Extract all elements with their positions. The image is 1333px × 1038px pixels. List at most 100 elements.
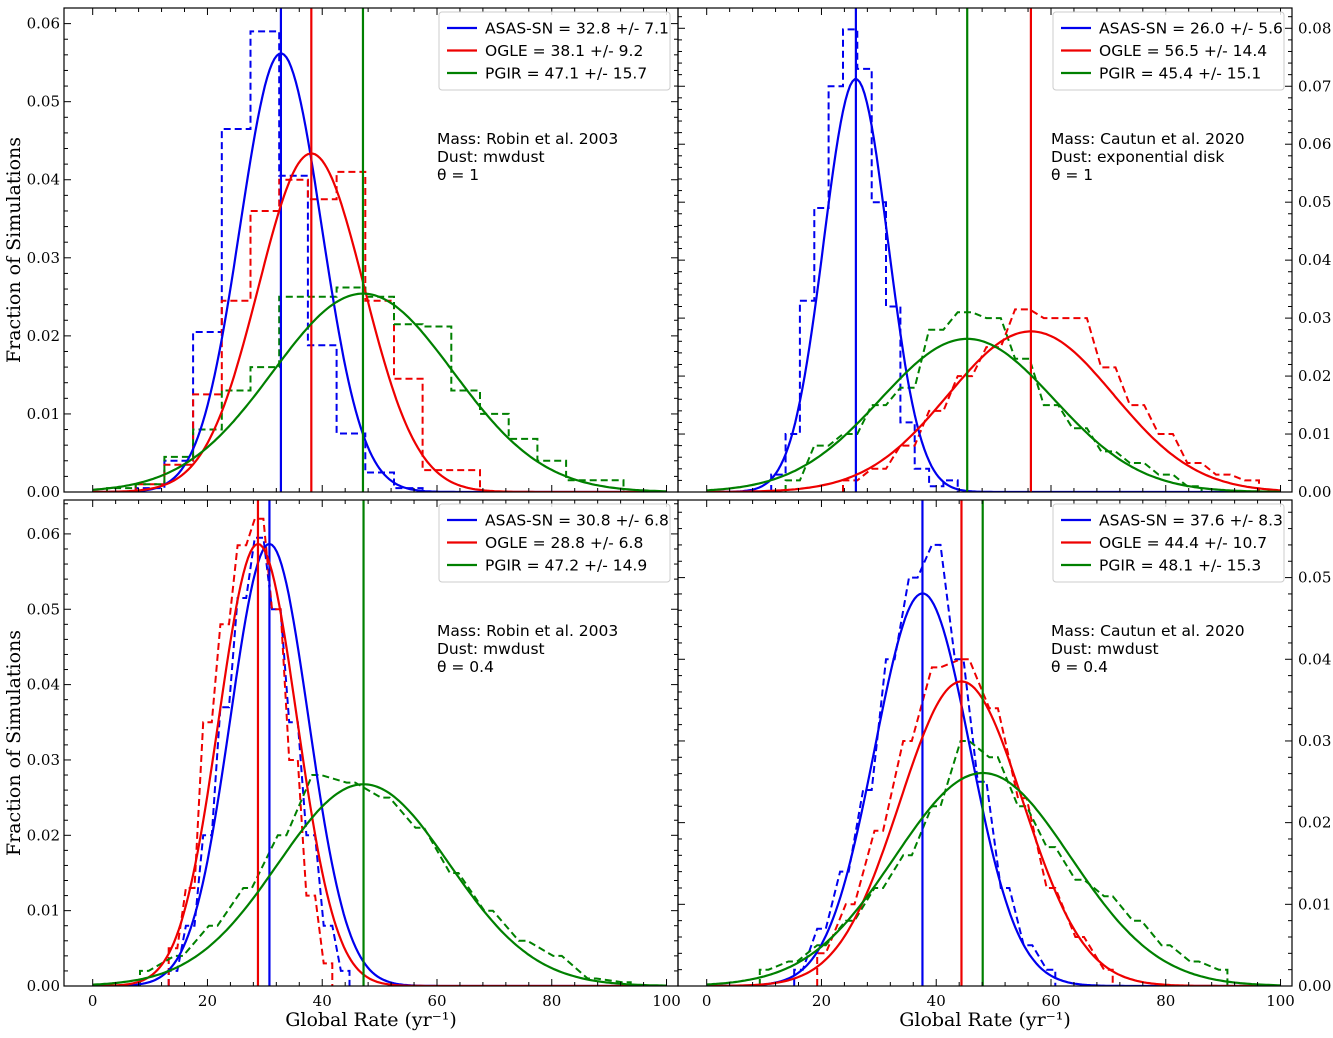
- x-tick-label: 100: [652, 992, 681, 1010]
- y-tick-label: 0.07: [1298, 77, 1331, 95]
- annotation-line: θ = 1: [437, 166, 479, 184]
- legend-entry: ASAS-SN = 30.8 +/- 6.8: [485, 512, 669, 530]
- legend-box: [438, 11, 671, 91]
- histogram-1: [842, 308, 1260, 492]
- y-tick-label: 0.02: [1298, 814, 1331, 832]
- gaussian-fit-0: [706, 78, 1281, 492]
- axes-frame: [677, 7, 1293, 493]
- y-tick-label: 0.05: [1298, 569, 1331, 587]
- legend-entry: OGLE = 44.4 +/- 10.7: [1099, 534, 1267, 552]
- x-tick-label: 100: [1266, 992, 1295, 1010]
- annotation-line: θ = 1: [1051, 166, 1093, 184]
- annotation-line: Mass: Robin et al. 2003: [437, 622, 618, 640]
- gaussian-fit-2: [706, 337, 1281, 492]
- x-tick-label: 60: [427, 992, 446, 1010]
- gaussian-fit-2: [92, 292, 667, 492]
- y-tick-label: 0.02: [27, 826, 60, 844]
- y-tick-label: 0.01: [1298, 895, 1331, 913]
- legend-entry: OGLE = 28.8 +/- 6.8: [485, 534, 643, 552]
- x-tick-label: 40: [313, 992, 332, 1010]
- gaussian-fit-2: [92, 783, 667, 986]
- y-tick-label: 0.02: [1298, 367, 1331, 385]
- y-tick-label: 0.03: [27, 249, 60, 267]
- gaussian-fit-1: [92, 152, 667, 492]
- gaussian-fit-0: [92, 542, 667, 986]
- y-tick-label: 0.03: [1298, 732, 1331, 750]
- y-tick-label: 0.04: [1298, 650, 1331, 668]
- y-tick-label: 0.04: [27, 676, 60, 694]
- histogram-0: [134, 30, 424, 492]
- annotation-line: Mass: Robin et al. 2003: [437, 130, 618, 148]
- gaussian-fit-0: [706, 592, 1281, 986]
- legend-box: [1052, 503, 1285, 583]
- histogram-1: [816, 658, 1114, 986]
- panel-top-left: 0.00 0.01 0.02 0.03 0.04 0.05 0.06 Fraction of …: [3, 7, 679, 501]
- y-tick-label: 0.05: [1298, 193, 1331, 211]
- x-tick-label: 60: [1041, 992, 1060, 1010]
- legend-entry: OGLE = 56.5 +/- 14.4: [1099, 42, 1267, 60]
- annotation-line: θ = 0.4: [1051, 658, 1108, 676]
- annotation-line: Dust: mwdust: [1051, 640, 1159, 658]
- x-tick-label: 80: [542, 992, 561, 1010]
- axes-frame: [677, 499, 1293, 987]
- y-tick-label: 0.00: [27, 977, 60, 995]
- annotation-line: Dust: mwdust: [437, 640, 545, 658]
- plot-area: [92, 8, 667, 492]
- histogram-2: [784, 311, 1203, 492]
- annotation-line: Mass: Cautun et al. 2020: [1051, 622, 1245, 640]
- histogram-2: [139, 774, 632, 986]
- y-tick-label: 0.05: [27, 600, 60, 618]
- gaussian-fit-0: [92, 52, 667, 492]
- x-axis-title: Global Rate (yr⁻¹): [899, 1009, 1071, 1031]
- gaussian-fit-1: [706, 330, 1281, 492]
- histogram-0: [770, 28, 959, 492]
- legend-entry: PGIR = 47.1 +/- 15.7: [485, 65, 647, 83]
- legend: ASAS-SN = 30.8 +/- 6.8 OGLE = 28.8 +/- 6.…: [438, 503, 671, 583]
- y-axis-title: Fraction of Simulations: [3, 137, 25, 363]
- histogram-2: [758, 740, 1229, 986]
- y-tick-label: 0.01: [1298, 425, 1331, 443]
- x-tick-label: 0: [88, 992, 98, 1010]
- x-tick-label: 20: [812, 992, 831, 1010]
- y-tick-label: 0.05: [27, 93, 60, 111]
- histogram-0: [793, 543, 1057, 986]
- histogram-1: [134, 170, 481, 492]
- legend-entry: ASAS-SN = 32.8 +/- 7.1: [485, 20, 669, 38]
- panel-bottom-left: 0.00 0.01 0.02 0.03 0.04 0.05 0.06 0 20 40 60 80 100…: [3, 499, 681, 1031]
- legend-entry: PGIR = 47.2 +/- 14.9: [485, 557, 647, 575]
- legend: ASAS-SN = 32.8 +/- 7.1 OGLE = 38.1 +/- 9.…: [438, 11, 671, 91]
- legend: ASAS-SN = 26.0 +/- 5.6 OGLE = 56.5 +/- 14…: [1052, 11, 1285, 91]
- annotation-line: Dust: mwdust: [437, 148, 545, 166]
- y-tick-label: 0.01: [27, 405, 60, 423]
- legend-entry: ASAS-SN = 26.0 +/- 5.6: [1099, 20, 1283, 38]
- gaussian-fit-1: [92, 542, 667, 986]
- y-tick-label: 0.03: [27, 751, 60, 769]
- plot-area: [92, 500, 667, 986]
- legend: ASAS-SN = 37.6 +/- 8.3 OGLE = 44.4 +/- 10…: [1052, 503, 1285, 583]
- x-tick-label: 0: [702, 992, 712, 1010]
- y-tick-label: 0.06: [27, 15, 60, 33]
- y-tick-label: 0.06: [27, 525, 60, 543]
- x-tick-label: 40: [927, 992, 946, 1010]
- x-tick-label: 20: [198, 992, 217, 1010]
- legend-entry: OGLE = 38.1 +/- 9.2: [485, 42, 643, 60]
- panel-bottom-right: 0.00 0.01 0.02 0.03 0.04 0.05 0 20 40 60 80 100 Glob…: [677, 499, 1331, 1031]
- y-tick-label: 0.00: [1298, 483, 1331, 501]
- annotation-line: Dust: exponential disk: [1051, 148, 1224, 166]
- y-tick-label: 0.01: [27, 902, 60, 920]
- y-axis-title: Fraction of Simulations: [3, 630, 25, 856]
- y-tick-label: 0.02: [27, 327, 60, 345]
- x-axis-title: Global Rate (yr⁻¹): [285, 1009, 457, 1031]
- y-tick-label: 0.00: [1298, 977, 1331, 995]
- legend-box: [438, 503, 671, 583]
- y-tick-label: 0.04: [27, 171, 60, 189]
- annotation-line: Mass: Cautun et al. 2020: [1051, 130, 1245, 148]
- panel-top-right: 0.00 0.01 0.02 0.03 0.04 0.05 0.06 0.07 0.08 ASAS…: [677, 7, 1331, 501]
- legend-box: [1052, 11, 1285, 91]
- legend-entry: PGIR = 48.1 +/- 15.3: [1099, 557, 1261, 575]
